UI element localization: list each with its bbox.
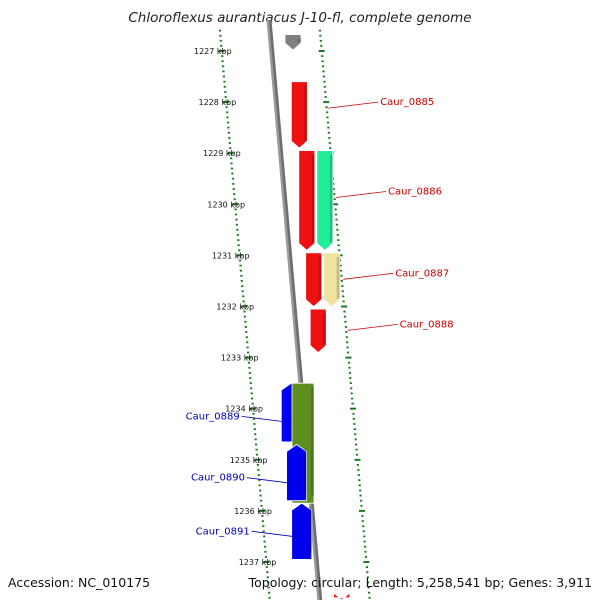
- gene-label-caur_0891: Caur_0891: [196, 526, 250, 537]
- gene-leader-line: [241, 416, 290, 423]
- gene-label-caur_0886: Caur_0886: [388, 187, 442, 198]
- gene-arrow: [298, 150, 316, 251]
- scale-ticks: 1227 kbp 1228 kbp 1229 kbp 1230 kbp 1231 kbp…: [194, 29, 371, 599]
- gene-leader-line: [343, 272, 394, 280]
- gene-leader-line: [335, 191, 387, 198]
- tick-label: 1228 kbp: [198, 98, 236, 107]
- gene-leader-line: [328, 101, 379, 109]
- gene-shade: [311, 387, 315, 496]
- tick-label: 1233 kbp: [221, 354, 259, 363]
- genes: [280, 34, 351, 600]
- gene-leader-line: [246, 477, 296, 485]
- accession-text: Accession: NC_010175: [8, 575, 151, 590]
- tick-label: 1235 kbp: [230, 456, 268, 465]
- gene-arrow: [309, 308, 327, 354]
- gene-leader-line: [251, 530, 300, 538]
- gene-shade: [336, 256, 340, 299]
- gene-shade: [303, 448, 307, 493]
- gene-label-caur_0890: Caur_0890: [191, 473, 245, 484]
- gene-label-caur_0887: Caur_0887: [395, 268, 449, 279]
- tick-label: 1230 kbp: [207, 200, 245, 209]
- gene-arrow: [286, 444, 308, 502]
- gene-arrow: [290, 81, 308, 149]
- gene-shade: [318, 256, 322, 299]
- gene-arrow: [291, 502, 313, 560]
- gene-label-caur_0888: Caur_0888: [400, 319, 454, 330]
- gene-shade: [297, 38, 301, 42]
- gene-labels: Caur_0885 Caur_0886 Caur_0887 Caur_0888 Caur…: [186, 97, 454, 538]
- gene-shade: [304, 85, 308, 141]
- tick-label: 1231 kbp: [212, 251, 250, 260]
- tick-label: 1236 kbp: [234, 507, 272, 516]
- gene-arrow: [323, 252, 341, 308]
- gene-arrow: [305, 252, 323, 308]
- genome-title: Chloroflexus aurantiacus J-10-fl, comple…: [128, 10, 472, 26]
- gene-arrow: [316, 150, 334, 251]
- gene-shade: [329, 154, 333, 243]
- tick-label: 1237 kbp: [239, 558, 277, 567]
- tick-label: 1227 kbp: [194, 47, 232, 56]
- gene-label-caur_0885: Caur_0885: [380, 97, 434, 108]
- gene-arrow: [284, 34, 302, 51]
- gene-arrow: [333, 592, 351, 600]
- topology-text: Topology: circular; Length: 5,258,541 bp…: [248, 575, 592, 590]
- tick-label: 1232 kbp: [216, 303, 254, 312]
- tick-label: 1234 kbp: [225, 405, 263, 414]
- gene-label-caur_0889: Caur_0889: [186, 411, 240, 422]
- gene-shade: [323, 313, 327, 345]
- gene-shade: [311, 154, 315, 243]
- tick-label: 1229 kbp: [203, 149, 241, 158]
- gene-leader-line: [347, 324, 398, 331]
- gene-shade: [308, 507, 312, 552]
